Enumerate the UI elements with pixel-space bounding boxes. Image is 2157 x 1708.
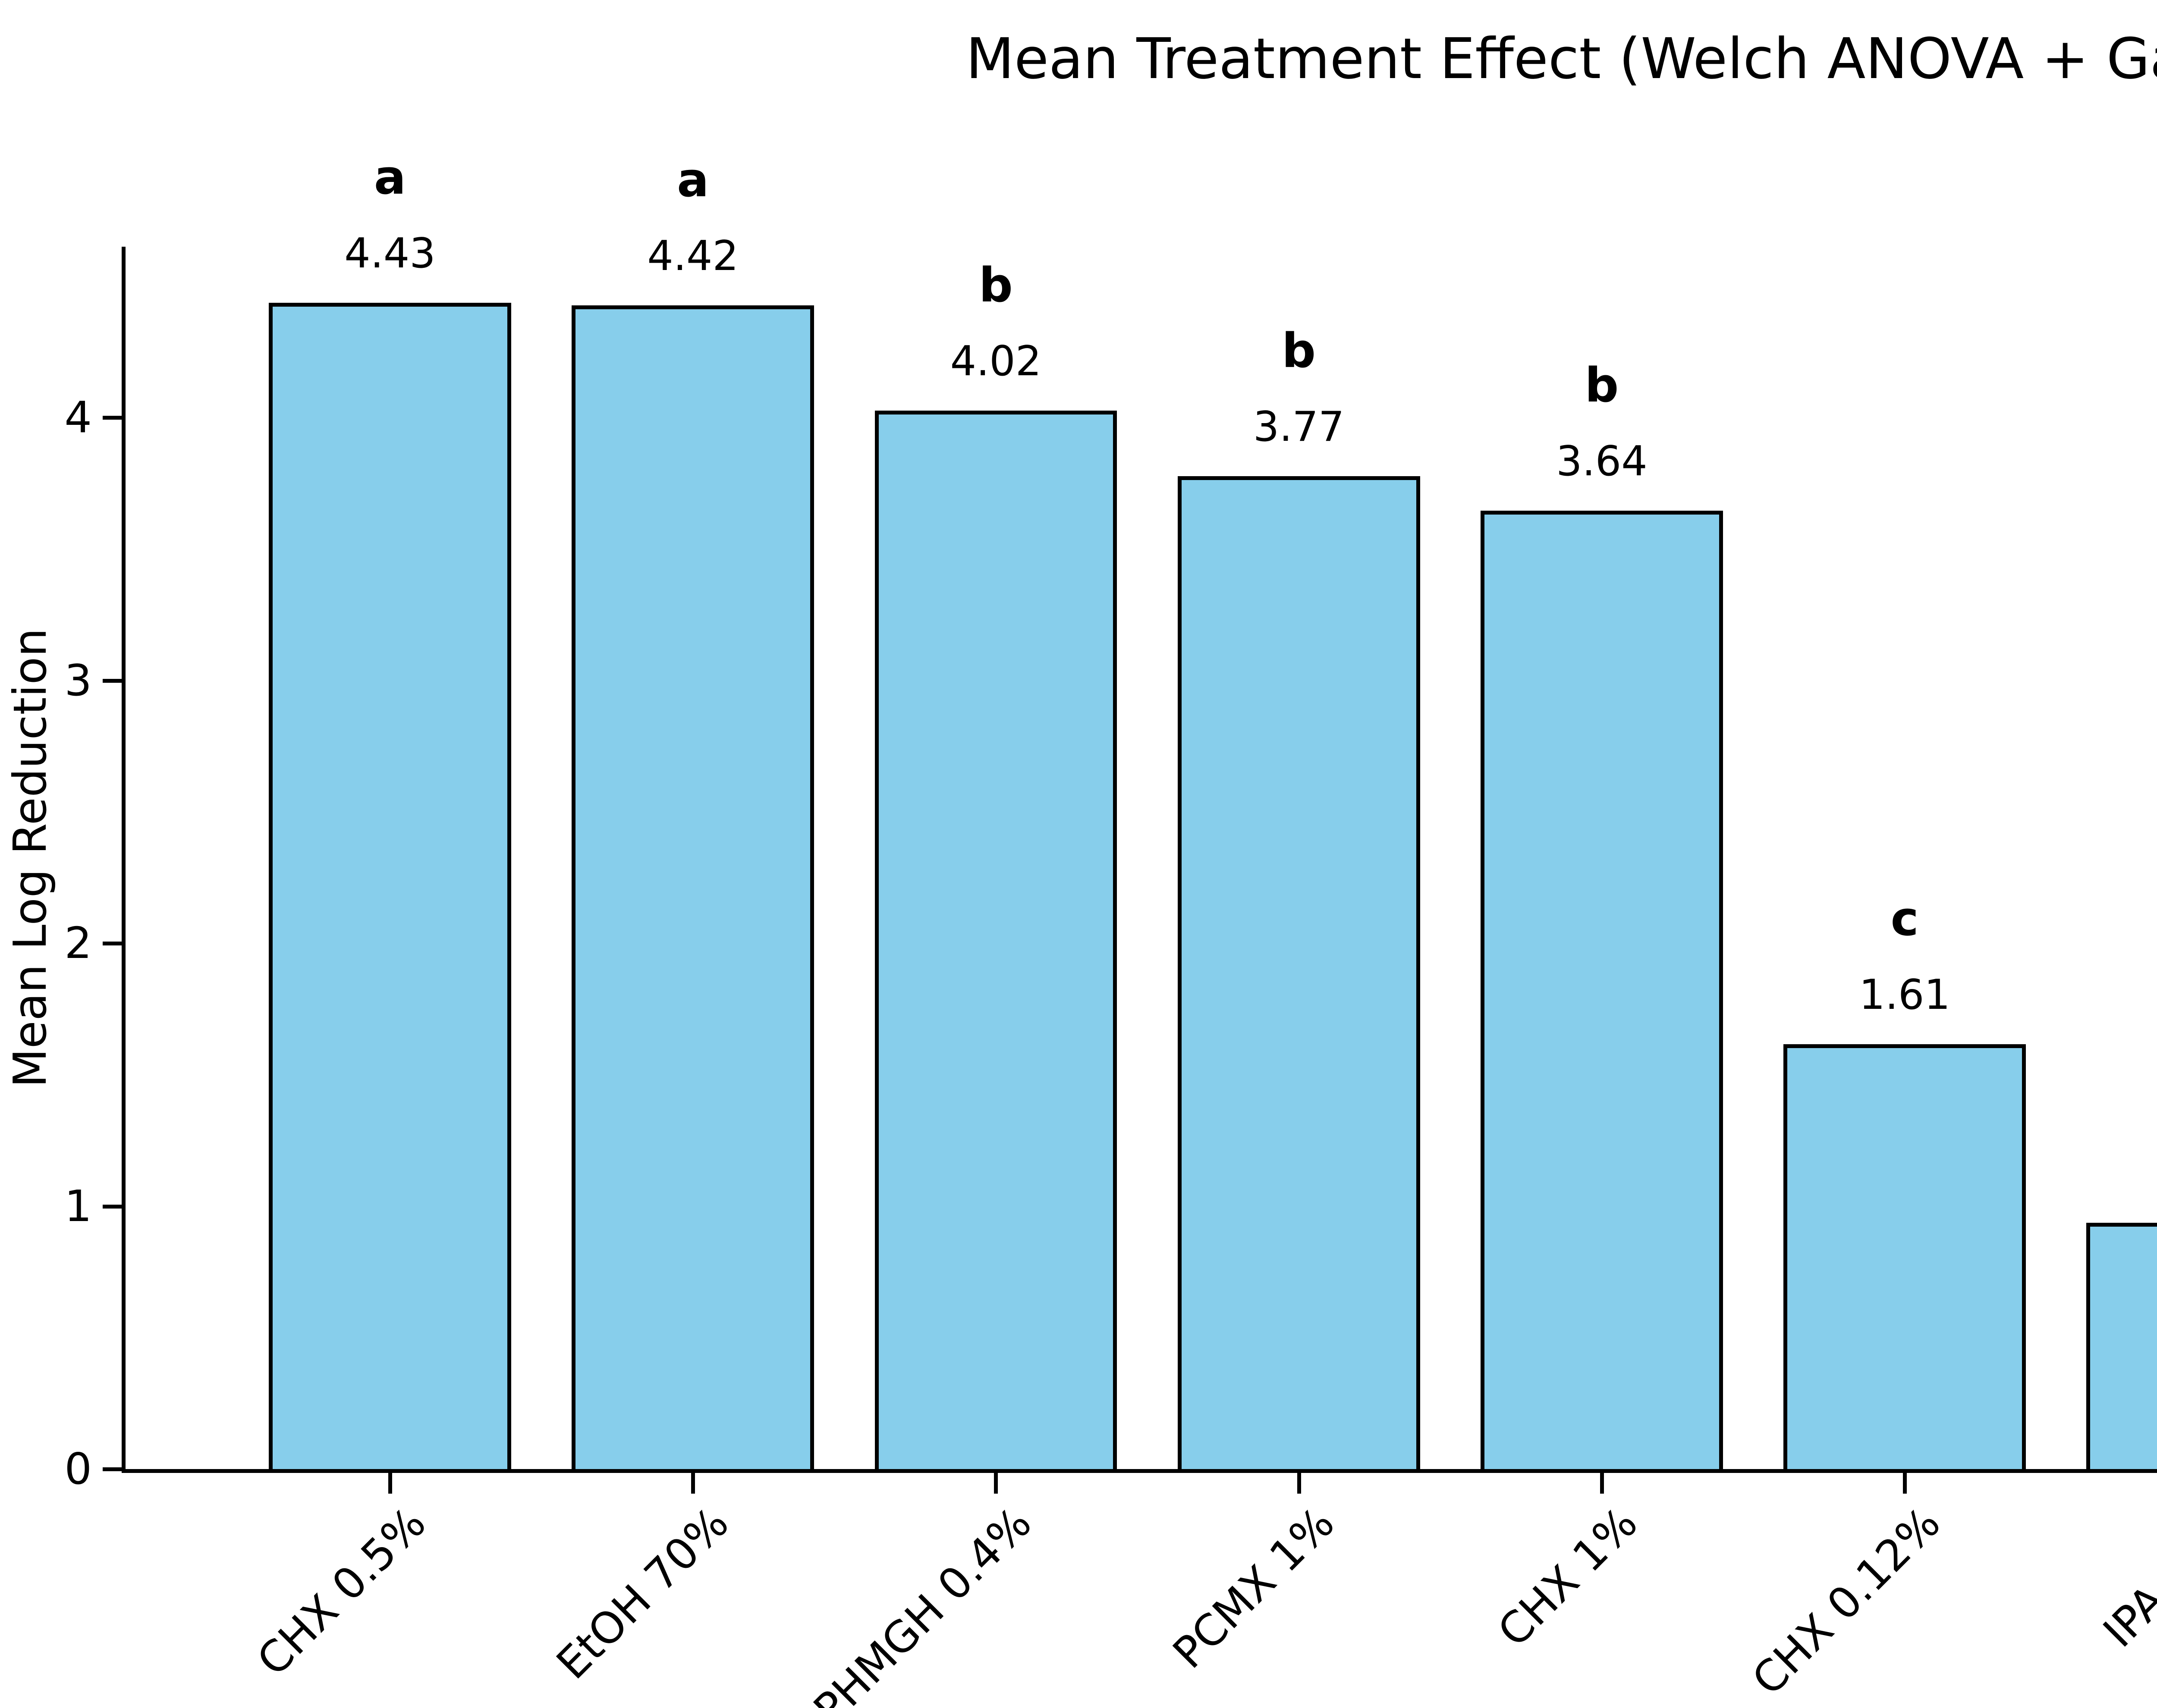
- bar-value-label: 4.43: [344, 230, 436, 278]
- x-tick-label: CHX 0.12%: [1742, 1498, 1950, 1705]
- bar-chx-0-12-: [1783, 1044, 2026, 1473]
- x-tick-label: CHX 1%: [1488, 1498, 1647, 1657]
- bar-value-label: 4.42: [647, 232, 739, 280]
- x-tick-label: IPA 70%: [2093, 1498, 2157, 1657]
- bar-chx-0-5-: [269, 303, 511, 1473]
- x-tick-mark: [994, 1473, 998, 1494]
- x-tick-mark: [1297, 1473, 1301, 1494]
- x-tick-label: CHX 0.5%: [247, 1498, 435, 1686]
- y-tick-mark: [103, 1467, 122, 1471]
- bar-phmgh-0-4-: [874, 410, 1117, 1473]
- bar-significance-letter: b: [1585, 357, 1619, 413]
- x-tick-label: PCMX 1%: [1163, 1498, 1344, 1679]
- bar-value-label: 4.02: [950, 337, 1042, 385]
- y-axis-spine: [122, 247, 126, 1473]
- bar-significance-letter: b: [1282, 323, 1316, 379]
- bar-value-label: 1.61: [1859, 971, 1950, 1019]
- y-tick-mark: [103, 942, 122, 946]
- y-tick-label: 1: [64, 1181, 92, 1231]
- bar-ipa-70-: [2086, 1223, 2157, 1473]
- bar-significance-letter: a: [677, 152, 709, 208]
- x-axis-spine: [122, 1469, 2157, 1473]
- y-tick-mark: [103, 678, 122, 683]
- x-tick-mark: [691, 1473, 695, 1494]
- x-tick-mark: [388, 1473, 392, 1494]
- x-tick-mark: [1600, 1473, 1604, 1494]
- bar-significance-letter: b: [979, 257, 1013, 313]
- bar-significance-letter: a: [374, 150, 406, 205]
- y-tick-label: 0: [64, 1444, 92, 1494]
- x-tick-label: EtOH 70%: [547, 1498, 739, 1689]
- bar-value-label: 3.77: [1253, 403, 1345, 451]
- chart-title: Mean Treatment Effect (Welch ANOVA + Gam…: [965, 26, 2157, 91]
- y-tick-label: 3: [64, 655, 92, 706]
- y-tick-mark: [103, 1204, 122, 1209]
- x-tick-mark: [1903, 1473, 1907, 1494]
- bar-etoh-70-: [572, 305, 814, 1473]
- bar-chx-1-: [1480, 510, 1723, 1473]
- bar-pcmx-1-: [1177, 476, 1420, 1473]
- y-tick-label: 4: [64, 392, 92, 443]
- y-tick-label: 2: [64, 918, 92, 969]
- y-tick-mark: [103, 416, 122, 420]
- bar-value-label: 3.64: [1556, 437, 1648, 485]
- bar-significance-letter: c: [1890, 891, 1919, 946]
- x-tick-label: PHMGH 0.4%: [804, 1498, 1041, 1708]
